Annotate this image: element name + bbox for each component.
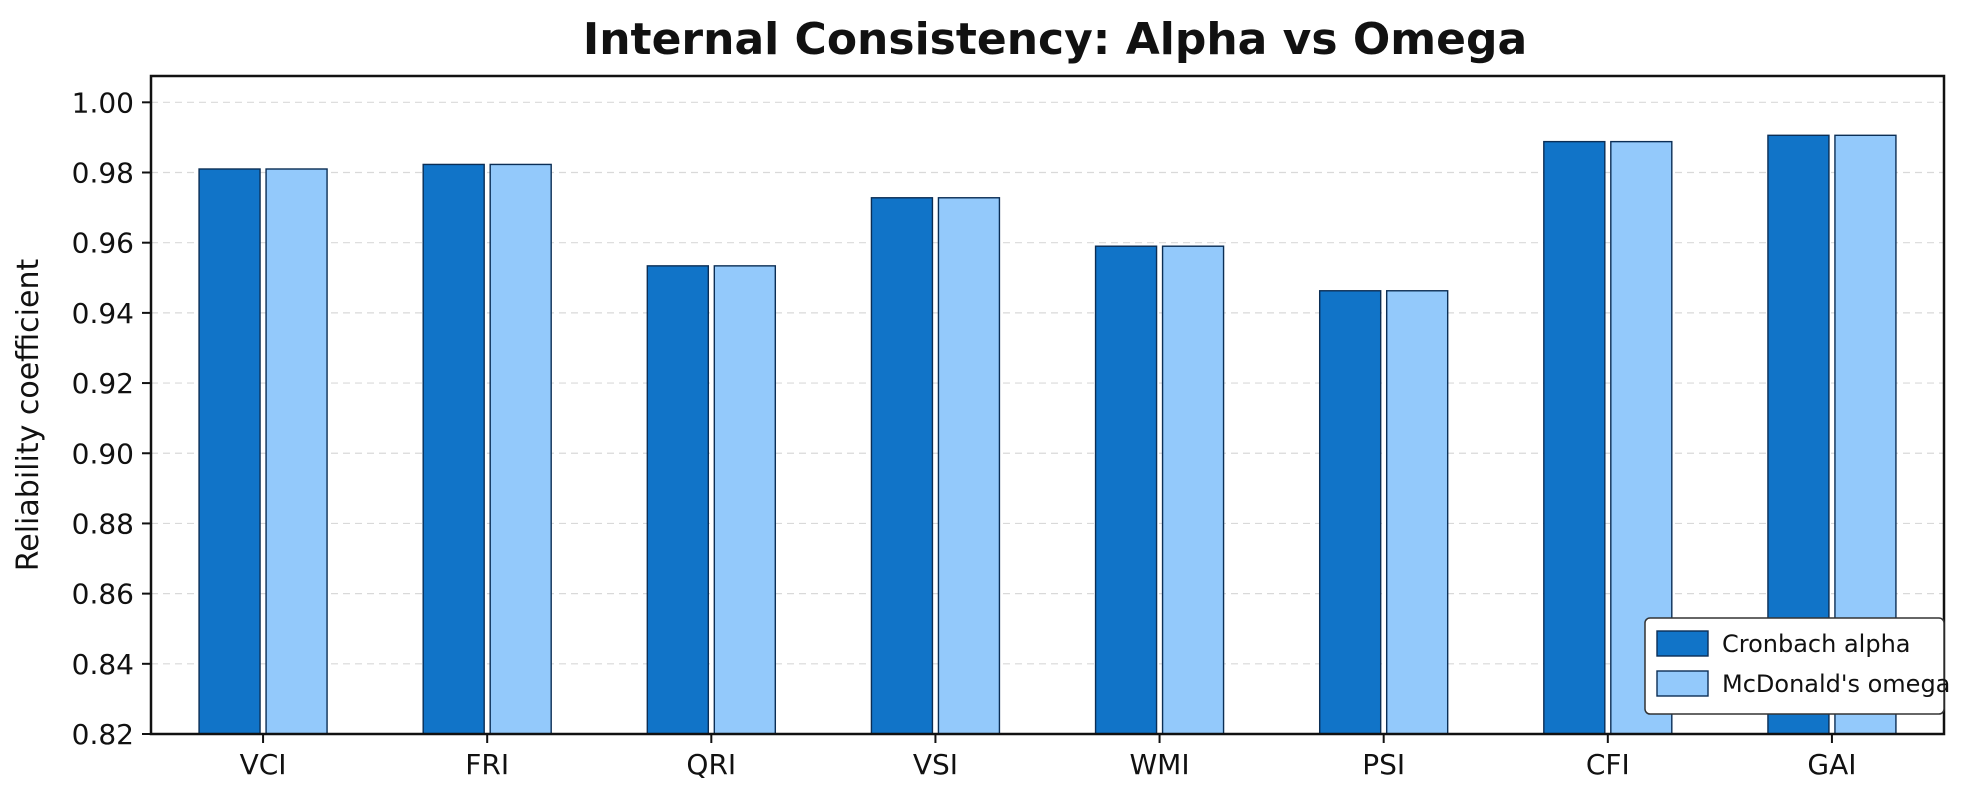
bar-alpha-psi (1318, 290, 1382, 735)
bar-alpha-vsi (870, 197, 934, 735)
bar-omega-vsi (937, 197, 1001, 735)
y-tick-label: 0.98 (72, 157, 134, 190)
legend-box (1644, 617, 1945, 715)
plot-frame (149, 74, 1946, 736)
legend-swatch (1656, 670, 1709, 697)
bars (198, 134, 1897, 735)
y-tick-label: 0.94 (72, 297, 134, 330)
x-axis-ticks: VCI FRI QRI VSI WMI PSI CFI GAI (240, 734, 1856, 781)
x-tick-label: QRI (686, 748, 736, 781)
x-tick-label: VSI (913, 748, 958, 781)
legend-label: McDonald's omega (1722, 670, 1950, 698)
y-tick-label: 0.96 (72, 227, 134, 260)
y-axis-ticks: 0.82 0.84 0.86 0.88 0.90 0.92 0.94 0.96 0.98 1.00 (72, 86, 151, 751)
gridlines (151, 101, 1944, 665)
x-tick-label: PSI (1362, 748, 1405, 781)
bar-omega-qri (713, 265, 777, 735)
chart-title: Internal Consistency: Alpha vs Omega (583, 14, 1527, 65)
x-tick-label: FRI (465, 748, 509, 781)
legend-swatch (1656, 630, 1709, 657)
y-tick-label: 0.82 (72, 718, 134, 751)
bar-alpha-cfi (1543, 140, 1606, 735)
bar-omega-fri (489, 163, 552, 735)
y-axis-label: Reliability coefficient (11, 259, 46, 572)
y-tick-label: 0.84 (72, 648, 134, 681)
legend-label: Cronbach alpha (1722, 630, 1911, 658)
bar-alpha-fri (422, 163, 485, 735)
bar-alpha-vci (198, 168, 261, 735)
y-tick-label: 0.90 (72, 437, 134, 470)
y-tick-label: 0.88 (72, 507, 134, 540)
bar-alpha-qri (646, 265, 710, 735)
x-tick-label: WMI (1130, 748, 1190, 781)
y-tick-label: 0.92 (72, 367, 134, 400)
x-tick-label: VCI (240, 748, 287, 781)
y-tick-label: 0.86 (72, 578, 134, 611)
y-tick-label: 1.00 (72, 86, 134, 119)
bar-omega-psi (1385, 290, 1449, 735)
legend: Cronbach alpha McDonald's omega (1644, 617, 1950, 715)
bar-alpha-wmi (1094, 245, 1158, 735)
x-tick-label: GAI (1807, 748, 1856, 781)
bar-omega-wmi (1161, 245, 1225, 735)
bar-omega-vci (265, 168, 328, 735)
x-tick-label: CFI (1586, 748, 1630, 781)
